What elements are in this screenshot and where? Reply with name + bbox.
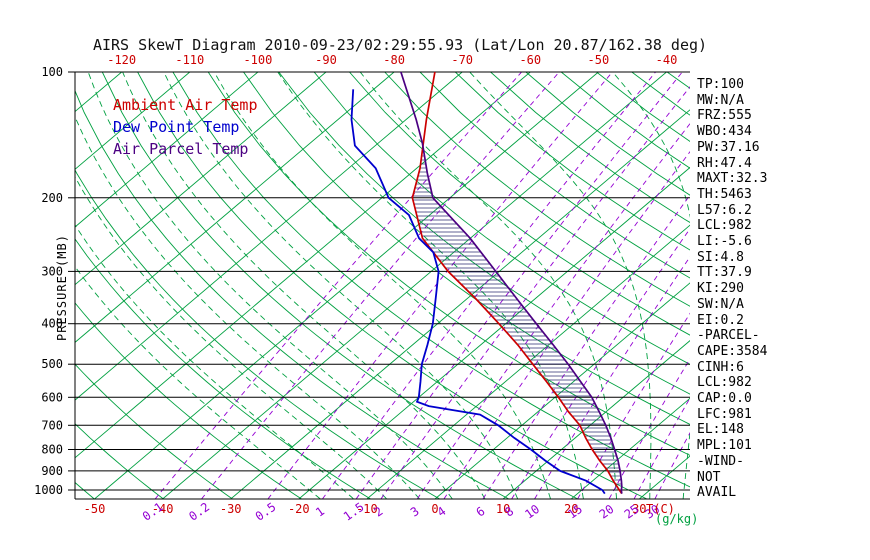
stat-line: -WIND- [697,453,744,469]
stat-line: TP:100 [697,77,744,92]
mixing-ratio-label: 4 [435,504,449,520]
legend-dew-point-temp: Dew Point Temp [113,118,240,136]
stat-line: EI:0.2 [697,312,744,328]
stat-line: L57:6.2 [697,202,752,218]
pressure-label: 200 [41,191,63,205]
stat-line: RH:47.4 [697,155,752,171]
stat-line: SW:N/A [697,296,744,312]
top-axis-label: -50 [588,53,610,67]
stat-line: MPL:101 [697,438,752,454]
mixing-ratio-label: 1 [313,504,327,520]
stat-line: CAP:0.0 [697,391,752,407]
stat-line: LCL:982 [697,218,752,234]
top-axis-label: -40 [656,53,678,67]
stat-line: -PARCEL- [697,328,760,344]
bottom-temp-label: -10 [356,502,378,516]
stat-line: LCL:982 [697,375,752,391]
stat-line: LFC:981 [697,406,752,422]
cape-hatch [412,151,622,485]
top-axis-label: -70 [451,53,473,67]
pressure-label: 800 [41,443,63,457]
air-parcel-temp-curve [400,71,623,494]
stat-line: CINH:6 [697,359,744,375]
pressure-label: 400 [41,317,63,331]
bottom-temp-label: 0 [431,502,438,516]
stat-line: EL:148 [697,422,744,438]
mixing-ratio-label: 15 [565,502,585,522]
top-axis-label: -110 [175,53,204,67]
mixing-ratio-label: 3 [408,504,422,520]
mixing-ratio-label: 2 [372,504,386,520]
top-axis-label: -60 [519,53,541,67]
stat-line: AVAIL [697,485,737,501]
pressure-label: 500 [41,357,63,371]
pressure-label: 100 [41,65,63,79]
mixing-ratio-label: 20 [597,502,617,522]
chart-title: AIRS SkewT Diagram 2010-09-23/02:29:55.9… [92,36,708,54]
stat-line: KI:290 [697,281,744,297]
stat-line: LI:-5.6 [697,234,752,250]
stat-line: MAXT:32.3 [697,171,768,187]
y-axis-label: PRESSURE (MB) [55,234,69,341]
stat-line: SI:4.8 [697,249,744,265]
legend-ambient-air-temp: Ambient Air Temp [113,96,258,114]
dew-point-temp-curve [350,89,606,495]
mixing-ratio-label: 0.2 [186,500,212,524]
mixing-ratio-label: 25 [622,502,642,522]
pressure-lines [68,71,690,500]
stat-line: FRZ:555 [697,108,752,124]
top-axis-label: -120 [107,53,136,67]
pressure-label: 300 [41,264,63,278]
stat-line: CAPE:3584 [697,343,768,359]
pressure-label: 600 [41,390,63,404]
mixing-ratio-label: 6 [474,504,488,520]
pressure-label: 700 [41,418,63,432]
ambient-air-temp-curve [411,71,623,495]
mixing-ratio-label: 30 [642,502,662,522]
mixing-ratio-label: 10 [522,502,542,522]
top-axis-label: -80 [383,53,405,67]
legend-air-parcel-temp: Air Parcel Temp [113,140,249,158]
top-axis-label: -100 [243,53,272,67]
temp-unit-label: T(C) [646,502,675,516]
mixing-ratio-unit-label: (g/kg) [655,512,699,526]
bottom-temp-label: 20 [564,502,578,516]
stat-line: TT:37.9 [697,265,752,281]
stat-line: PW:37.16 [697,139,760,155]
stat-line: WBO:434 [697,124,752,140]
stats-panel: TP:100 MW:N/A FRZ:555 WBO:434 PW:37.16 RH:47.… [697,77,767,501]
mixing-ratio-label: 8 [502,504,516,520]
pressure-label: 900 [41,464,63,478]
stat-line: NOT [697,469,721,485]
bottom-temp-label: -30 [220,502,242,516]
bottom-temp-label: -20 [288,502,310,516]
bottom-temp-label: -40 [152,502,174,516]
mixing-ratio-label: 0.5 [253,500,279,524]
stat-line: MW:N/A [697,92,744,108]
bottom-temp-label: -50 [84,502,106,516]
stat-line: TH:5463 [697,186,752,202]
bottom-temp-label: 10 [496,502,510,516]
bottom-temp-label: 30 [632,502,646,516]
pressure-label: 1000 [34,483,63,497]
top-axis-label: -90 [315,53,337,67]
